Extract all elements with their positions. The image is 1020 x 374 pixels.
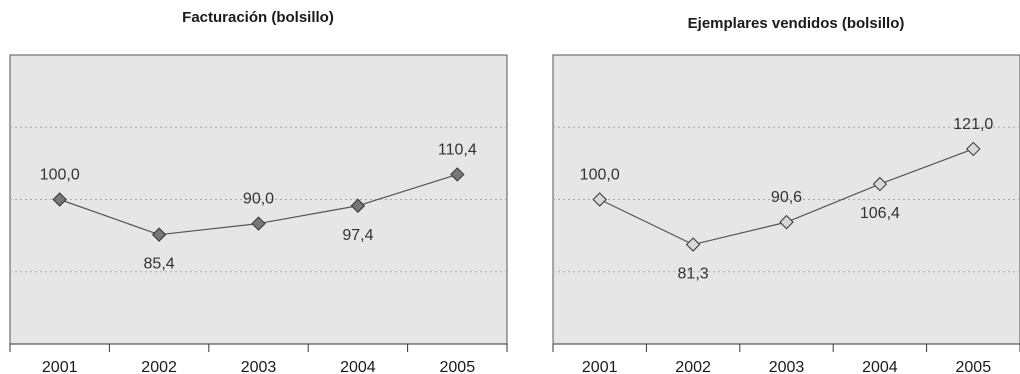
x-tick-label: 2002 [141, 359, 177, 374]
data-label: 100,0 [580, 167, 620, 184]
data-point-marker [592, 192, 607, 207]
data-point-marker [685, 237, 701, 252]
x-tick-label: 2002 [675, 359, 711, 374]
data-point-marker [251, 216, 266, 231]
data-point-marker [872, 176, 888, 192]
data-label: 85,4 [144, 256, 175, 273]
x-tick-label: 2005 [956, 359, 992, 374]
chart-facturacion: Facturación (bolsillo) 2001 2002 2003 2004 20… [9, 9, 508, 374]
data-label: 97,4 [342, 227, 373, 244]
chart-ejemplares-vendidos: Ejemplares vendidos (bolsillo) 2001 2002 20… [552, 15, 1020, 374]
data-point-marker [52, 192, 67, 207]
chart-title: Ejemplares vendidos (bolsillo) [688, 15, 905, 32]
plot-area [552, 54, 1020, 345]
data-label: 90,6 [771, 189, 802, 206]
plot-area [9, 54, 508, 345]
x-tick-label: 2003 [241, 359, 277, 374]
data-label: 121,0 [953, 116, 993, 133]
chart-title: Facturación (bolsillo) [182, 9, 334, 26]
x-tick-label: 2005 [440, 359, 476, 374]
data-point-marker [450, 167, 465, 182]
data-label: 100,0 [40, 167, 80, 184]
data-point-marker [779, 214, 794, 230]
x-tick-label: 2004 [862, 359, 898, 374]
x-tick-label: 2003 [769, 359, 805, 374]
data-label: 106,4 [860, 205, 900, 222]
data-label: 90,0 [243, 191, 274, 208]
data-label: 110,4 [438, 141, 477, 158]
data-point-marker [966, 141, 981, 157]
data-point-marker [151, 227, 167, 242]
data-label: 81,3 [678, 266, 709, 283]
x-tick-label: 2001 [582, 359, 618, 374]
data-point-marker [350, 198, 366, 213]
x-tick-label: 2001 [42, 359, 78, 374]
x-tick-label: 2004 [340, 359, 376, 374]
